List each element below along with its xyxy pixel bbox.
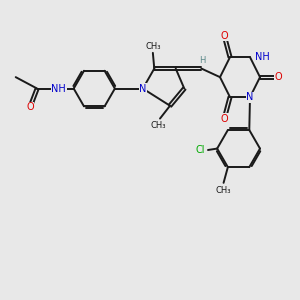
Text: O: O [275,72,282,82]
Text: N: N [139,84,146,94]
Text: Cl: Cl [195,145,205,155]
Text: NH: NH [51,84,66,94]
Text: O: O [220,114,228,124]
Text: CH₃: CH₃ [216,186,231,195]
Text: O: O [26,102,34,112]
Text: N: N [246,92,254,102]
Text: H: H [199,56,205,65]
Text: O: O [220,31,228,41]
Text: NH: NH [255,52,269,62]
Text: CH₃: CH₃ [151,122,166,130]
Text: CH₃: CH₃ [145,42,160,51]
